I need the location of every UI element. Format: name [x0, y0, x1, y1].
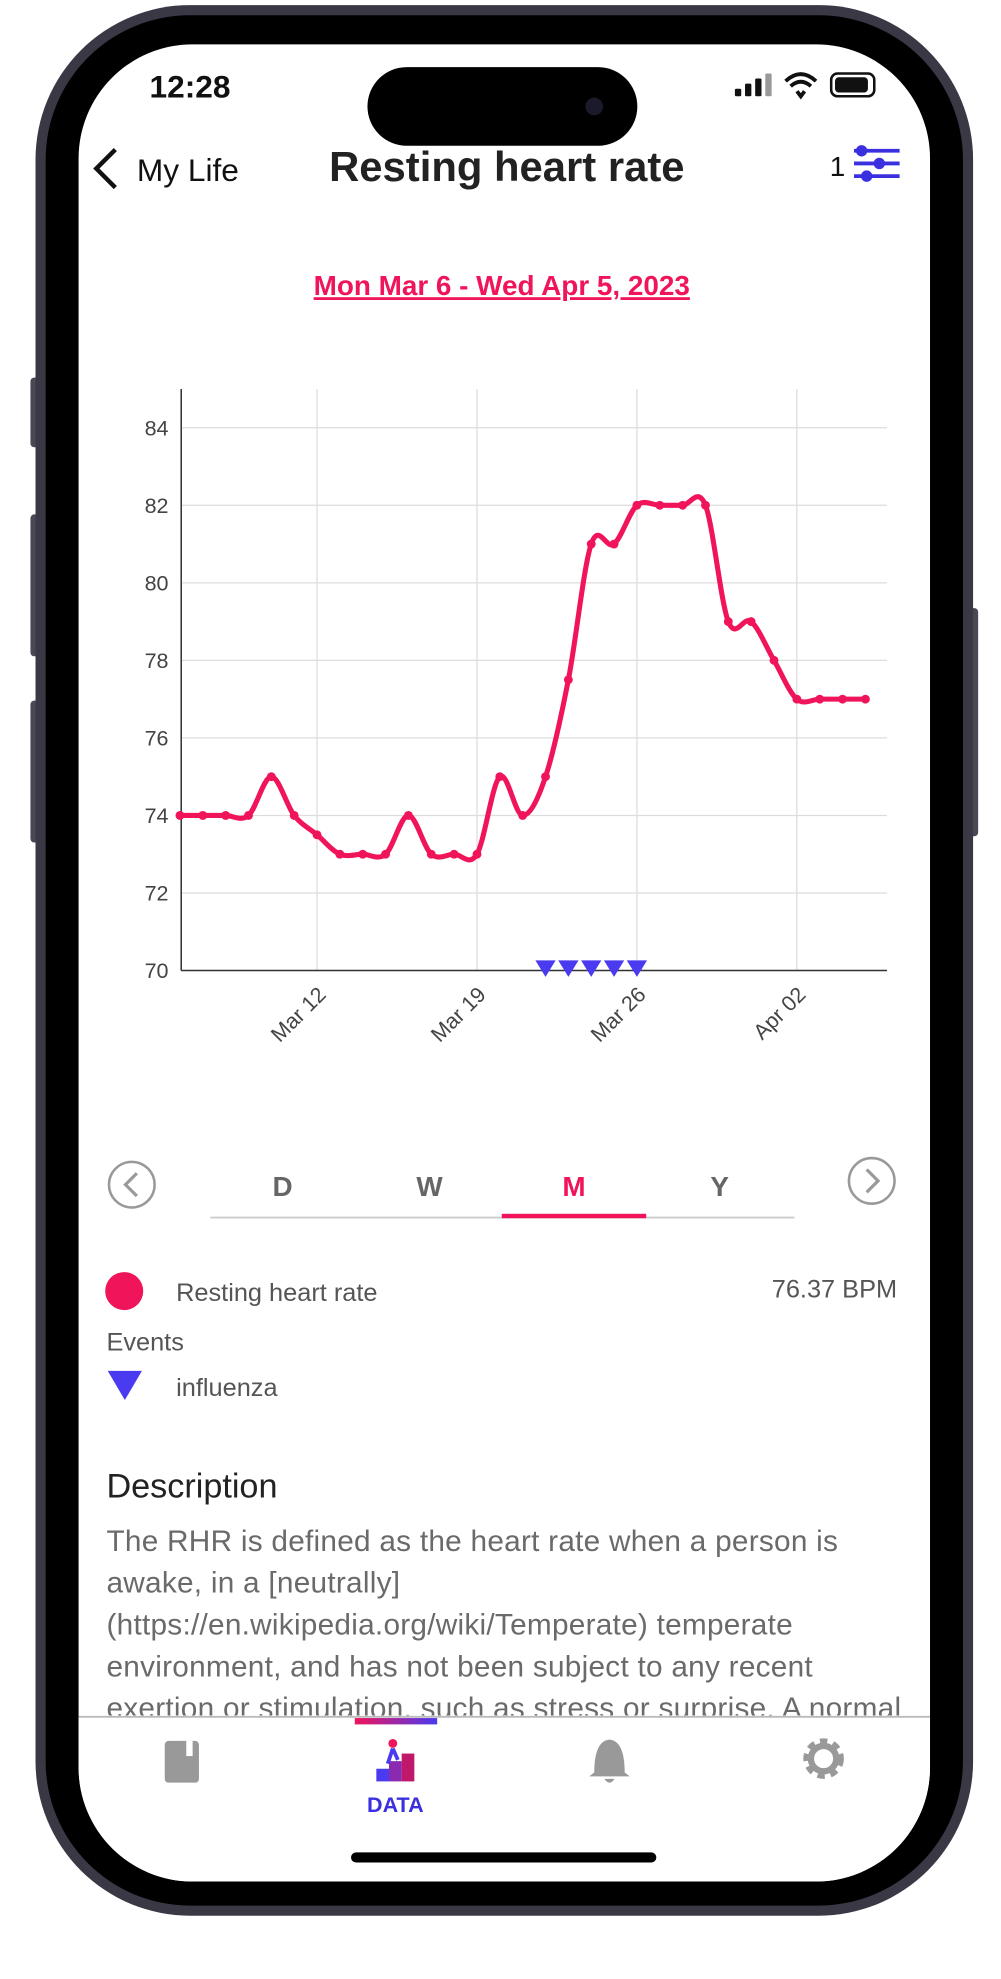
point [769, 655, 779, 665]
point [198, 811, 208, 820]
nav-data-label[interactable]: DATA [367, 1793, 424, 1817]
home-indicator [350, 1852, 657, 1863]
event-marker [535, 960, 556, 977]
dynamic-island [367, 67, 638, 146]
prev-button[interactable] [107, 1160, 156, 1209]
point [266, 772, 276, 782]
point [860, 694, 870, 704]
y-tick-label: 78 [145, 649, 169, 673]
description-text: The RHR is defined as the heart rate whe… [106, 1524, 902, 1716]
point [289, 811, 299, 820]
point [358, 849, 368, 859]
y-tick-label: 82 [145, 494, 169, 518]
point [838, 694, 847, 704]
point [175, 811, 185, 820]
nav-alerts[interactable] [589, 1739, 630, 1783]
y-tick-label: 84 [145, 416, 169, 440]
description-box: The RHR is defined as the heart rate whe… [106, 1524, 902, 1716]
point [701, 500, 710, 510]
back-chevron[interactable] [93, 147, 117, 190]
event-legend-label: influenza [176, 1374, 278, 1402]
point [586, 539, 596, 549]
point [221, 811, 231, 820]
point [541, 772, 550, 782]
y-tick-label: 72 [145, 882, 169, 906]
legend-swatch [105, 1272, 144, 1311]
tab[interactable]: M [562, 1171, 585, 1202]
tab[interactable]: W [416, 1171, 443, 1202]
nav-journal[interactable] [164, 1740, 199, 1783]
screen-content: 12:28 My Life Resting heart rate 1 Mon M… [78, 67, 931, 1882]
legend-label: Resting heart rate [176, 1279, 377, 1307]
legend-value: 76.37 BPM [772, 1275, 897, 1303]
wifi-icon [784, 72, 818, 100]
point [792, 694, 802, 704]
point [678, 500, 688, 510]
point [426, 849, 436, 859]
filter-count: 1 [830, 151, 845, 182]
event-marker [626, 960, 648, 977]
nav-settings[interactable] [803, 1738, 844, 1779]
tab[interactable]: D [273, 1171, 293, 1202]
page-title: Resting heart rate [329, 143, 684, 190]
point [655, 500, 665, 510]
tab[interactable]: Y [710, 1171, 729, 1202]
y-tick-label: 80 [145, 571, 169, 595]
point [244, 811, 253, 820]
point [403, 811, 413, 820]
status-time: 12:28 [150, 69, 231, 105]
description-title: Description [106, 1468, 277, 1506]
y-tick-label: 70 [145, 959, 169, 983]
point [312, 830, 322, 840]
filter-icon[interactable] [853, 145, 900, 182]
event-marker [558, 960, 579, 977]
point [472, 849, 482, 859]
nav-active-bar [354, 1718, 438, 1725]
date-range[interactable]: Mon Mar 6 - Wed Apr 5, 2023 [314, 270, 690, 301]
screen [78, 44, 931, 1882]
tab-bar-bg [78, 1716, 931, 1882]
point [449, 849, 459, 859]
point [746, 617, 756, 627]
point [815, 694, 825, 704]
y-tick-label: 76 [145, 727, 169, 751]
point [381, 849, 391, 859]
event-marker [603, 960, 625, 977]
camera [585, 97, 604, 116]
point [723, 617, 733, 627]
event-marker [581, 960, 602, 977]
next-button[interactable] [847, 1156, 896, 1205]
next-icon [865, 1168, 881, 1194]
prev-icon [123, 1172, 138, 1198]
point [563, 675, 573, 685]
nav-data[interactable] [376, 1738, 415, 1782]
point [609, 539, 619, 549]
events-heading: Events [106, 1329, 183, 1357]
signal-icon [734, 73, 772, 97]
point [632, 500, 642, 510]
y-tick-label: 74 [145, 804, 169, 828]
event-legend-swatch [107, 1370, 142, 1401]
tab-indicator [501, 1213, 647, 1219]
point [335, 849, 345, 859]
battery-level [834, 77, 868, 93]
battery-icon [829, 72, 876, 98]
point [518, 811, 528, 820]
point [495, 772, 505, 782]
back-label[interactable]: My Life [137, 152, 239, 188]
